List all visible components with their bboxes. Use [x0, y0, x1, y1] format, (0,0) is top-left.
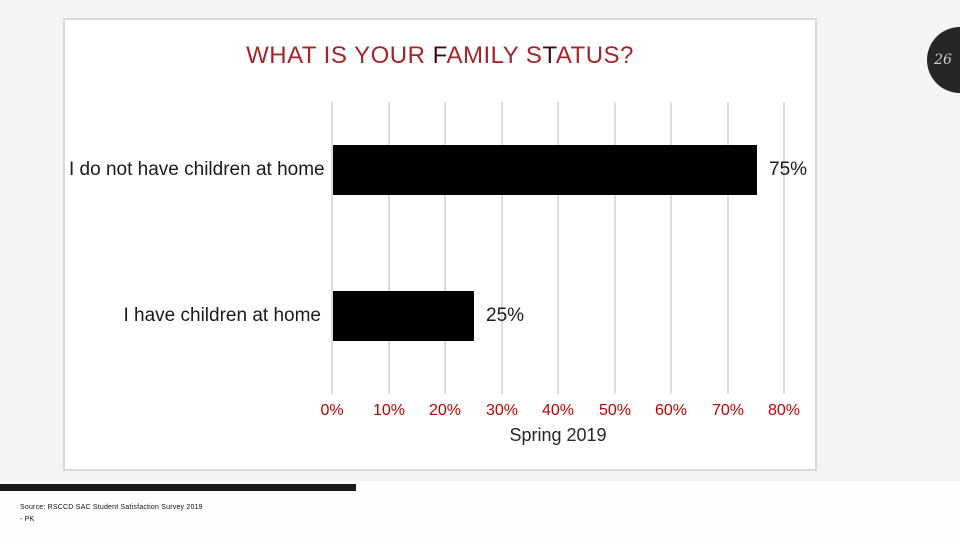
chart-title: WHAT IS YOUR FAMILY STATUS?: [65, 42, 815, 70]
source-line-1: Source: RSCCD SAC Student Satisfaction S…: [20, 504, 203, 511]
x-tick-label: 70%: [711, 402, 745, 419]
chart-title-segment: F: [432, 42, 447, 69]
x-tick-label: 60%: [654, 402, 688, 419]
x-tick-label: 80%: [767, 402, 801, 419]
value-label: 25%: [486, 305, 525, 326]
x-tick-label: 0%: [320, 402, 344, 419]
category-label: I have children at home: [123, 305, 321, 326]
x-tick-label: 10%: [372, 402, 406, 419]
chart-title-segment: WHAT IS YOUR: [246, 42, 433, 69]
x-tick-label: 50%: [598, 402, 632, 419]
bar-1[interactable]: [333, 145, 757, 195]
gridline: [557, 102, 559, 394]
footer-divider-bar: [0, 484, 356, 491]
x-tick-label: 20%: [428, 402, 462, 419]
gridline: [783, 102, 785, 394]
x-tick-label: 40%: [541, 402, 575, 419]
category-label: I do not have children at home: [69, 159, 325, 180]
gridline: [614, 102, 616, 394]
source-note: Source: RSCCD SAC Student Satisfaction S…: [20, 502, 203, 526]
x-axis-title: Spring 2019: [509, 425, 607, 445]
gridline: [331, 102, 333, 394]
source-line-2: - PK: [20, 515, 35, 523]
chart-panel[interactable]: WHAT IS YOUR FAMILY STATUS? 0% 10% 20% 30% 4…: [63, 18, 817, 471]
gridline: [501, 102, 503, 394]
chart-title-segment: T: [542, 42, 556, 69]
value-label: 75%: [769, 159, 808, 180]
plot-area: 0% 10% 20% 30% 40% 50% 60% 70% 80% I do not have …: [69, 102, 807, 419]
x-tick-label: 30%: [485, 402, 519, 419]
chart-title-segment: AMILY S: [446, 42, 543, 69]
gridline: [444, 102, 446, 394]
page-number: 26: [934, 52, 952, 68]
gridline: [388, 102, 390, 394]
gridline: [727, 102, 729, 394]
bar-2[interactable]: [333, 291, 474, 341]
gridline: [670, 102, 672, 394]
chart-title-segment: ATUS?: [555, 42, 634, 69]
